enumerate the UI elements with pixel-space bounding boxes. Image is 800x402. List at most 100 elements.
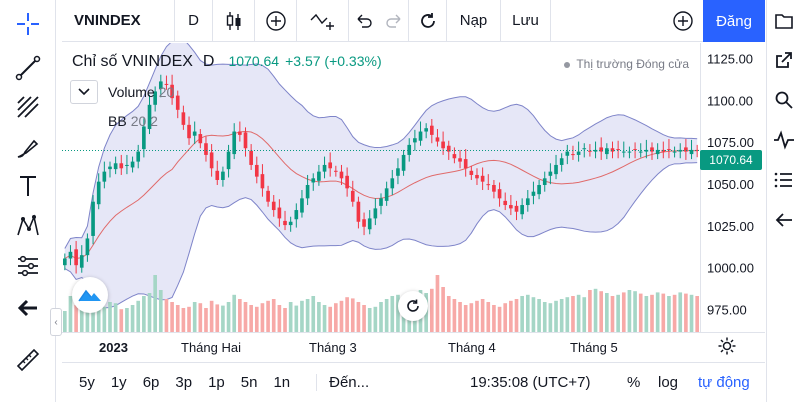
candle-body [311,178,316,183]
candle-body [396,168,400,176]
pattern-icon[interactable] [0,208,56,244]
volume-bar [243,302,248,332]
candle-body [254,164,259,177]
candle-body [384,188,389,201]
publish-button[interactable]: Đăng [703,0,765,42]
side-panel-handle[interactable]: ‹ [50,308,62,336]
list-icon[interactable] [767,162,800,198]
candle-body [542,178,547,185]
ruler-icon[interactable] [0,342,56,378]
candle-body [91,201,95,236]
price-chart[interactable]: 1125.00 1100.00 1075.00 1050.00 1025.00 1000.… [62,43,765,332]
volume-bar [96,305,101,332]
candle-body [356,201,361,222]
candle-body [350,190,355,202]
volume-bar [441,287,445,332]
goto-date-button[interactable]: Đến... [316,374,369,391]
pulse-icon[interactable] [767,122,800,158]
candle-body [367,218,372,230]
volume-bar [209,300,214,332]
clock-timezone[interactable]: 19:35:08 (UTC+7) [470,374,591,391]
candle-body [215,170,220,180]
add-compare-icon[interactable] [663,0,703,42]
tradingview-logo-icon[interactable] [72,277,108,313]
trend-line-icon[interactable] [0,50,56,86]
range-1y[interactable]: 1y [110,374,127,391]
candle-body [249,150,253,165]
candle-body [565,151,570,156]
auto-scale-toggle[interactable]: tự động [698,374,750,391]
redo-icon[interactable] [379,0,409,42]
range-5y[interactable]: 5y [79,374,95,391]
volume-bar [339,300,344,332]
volume-bar [446,296,451,332]
candle-body [226,151,231,170]
range-1m[interactable]: 1p [208,374,225,391]
range-6m[interactable]: 6p [142,374,160,391]
fib-icon[interactable] [0,89,56,125]
candles-icon[interactable] [213,0,255,42]
arrow-left-icon[interactable] [767,202,800,238]
volume-bar [655,292,660,332]
add-indicator-icon[interactable] [255,0,297,42]
market-status: Thị trường Đóng cửa [564,57,689,71]
load-button[interactable]: Nạp [447,0,501,42]
symbol-name: Chỉ số VNINDEX [72,53,193,70]
text-icon[interactable] [0,168,56,204]
open-external-icon[interactable] [767,42,800,78]
back-arrow-icon[interactable] [0,290,56,326]
price-change: +3.57 (+0.33%) [285,53,382,69]
save-button[interactable]: Lưu [501,0,551,42]
volume-bar [672,294,677,332]
undo-icon[interactable] [349,0,379,42]
candle-body [260,174,265,189]
indicator-bb-params: 20 2 [130,113,158,129]
settings-gear-icon[interactable] [712,334,742,358]
volume-bar [384,299,389,332]
percent-toggle[interactable]: % [627,374,641,391]
legend-collapse-button[interactable] [70,80,98,104]
measure-icon[interactable] [0,248,56,284]
volume-bar [542,302,547,332]
volume-bar [79,308,84,332]
candle-body [187,124,191,139]
time-axis[interactable]: 2023 Tháng Hai Tháng 3 Tháng 4 Tháng 5 [62,332,765,362]
alert-icon[interactable] [297,0,349,42]
chart-pane[interactable]: 1125.00 1100.00 1075.00 1050.00 1025.00 1000.… [62,43,765,361]
volume-bar [175,305,180,332]
volume-bar [396,294,400,332]
volume-bar [486,302,491,332]
volume-bar [678,292,683,332]
symbol-search-button[interactable]: VNINDEX [62,0,175,42]
candle-body [345,175,349,189]
log-toggle[interactable]: log [658,374,679,391]
volume-bar [125,308,129,332]
range-5d[interactable]: 5n [240,374,258,391]
candle-body [537,184,541,195]
candle-body [266,190,270,202]
candle-body [582,148,587,150]
volume-bar [164,299,169,332]
crosshair-icon[interactable] [0,6,56,42]
search-icon[interactable] [767,82,800,118]
candle-body [593,149,598,152]
volume-bar [593,288,598,332]
indicator-bb[interactable]: BB 20 2 [108,113,158,129]
indicator-volume[interactable]: Volume 20 [108,84,174,100]
price-tick: 1050.00 [707,177,754,192]
volume-bar [238,299,242,332]
reset-chart-icon[interactable] [398,291,428,321]
volume-bar [503,303,508,332]
candle-body [328,162,333,169]
candle-body [424,128,428,132]
folder-icon[interactable] [767,3,800,39]
candle-body [689,149,694,155]
volume-bar [266,300,270,332]
candle-body [136,151,141,162]
range-3m[interactable]: 3p [175,374,193,391]
interval-button[interactable]: D [175,0,213,42]
range-1d[interactable]: 1n [273,374,291,391]
refresh-icon[interactable] [409,0,447,42]
candle-body [644,149,649,152]
brush-icon[interactable] [0,130,56,166]
